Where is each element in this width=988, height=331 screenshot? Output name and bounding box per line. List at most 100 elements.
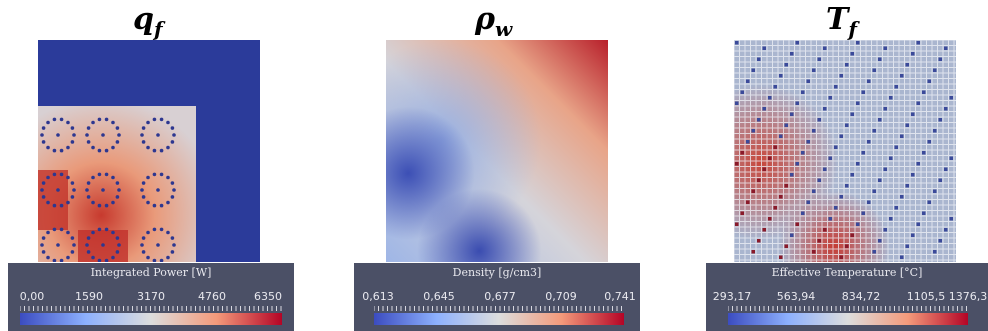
fuel-pin-dot bbox=[141, 250, 146, 254]
tick-label: 293,17 bbox=[712, 290, 752, 303]
pin-cell bbox=[949, 96, 953, 100]
fuel-pin-dot bbox=[115, 236, 120, 240]
pin-cell bbox=[933, 250, 937, 254]
fuel-pin-dot bbox=[66, 175, 70, 180]
fuel-pin-dot bbox=[166, 255, 170, 260]
fuel-pin-dot bbox=[170, 181, 175, 185]
legend-title: Integrated Power [W] bbox=[90, 266, 212, 279]
pin-cell bbox=[751, 250, 755, 254]
fuel-pin-dot bbox=[52, 172, 57, 177]
fuel-pin-dot bbox=[111, 200, 115, 205]
fuel-pin-dot bbox=[85, 133, 89, 137]
title-rhow: ρw bbox=[475, 2, 513, 41]
fuel-pin-dot bbox=[146, 145, 150, 150]
fuel-pin-dot bbox=[117, 133, 121, 137]
pin-cell bbox=[795, 162, 799, 166]
pin-cell bbox=[795, 41, 799, 45]
tick-label: 0,00 bbox=[19, 290, 45, 303]
pin-cell bbox=[861, 90, 865, 94]
pin-cell bbox=[883, 228, 887, 232]
legend-title: Density [g/cm3] bbox=[452, 266, 542, 279]
pin-cell bbox=[856, 101, 860, 105]
fuel-pin-dot bbox=[170, 195, 175, 199]
fuel-pin-dot bbox=[104, 227, 109, 232]
pin-cell bbox=[801, 151, 805, 155]
fuel-pin-dot bbox=[146, 255, 150, 260]
fuel-pin-dot bbox=[115, 195, 120, 199]
fuel-pin-dot bbox=[111, 145, 115, 150]
pin-cell bbox=[911, 112, 915, 116]
pin-cell bbox=[806, 200, 810, 204]
pin-cell bbox=[922, 211, 926, 215]
pin-cell bbox=[922, 90, 926, 94]
pin-cell bbox=[867, 200, 871, 204]
fuel-pin-dot bbox=[91, 175, 95, 180]
pin-cell bbox=[751, 129, 755, 133]
pin-cell bbox=[817, 57, 821, 61]
fuel-pin-dot bbox=[46, 255, 50, 260]
fuel-pin-dot bbox=[85, 188, 89, 192]
fuel-pin-dot bbox=[70, 126, 75, 130]
power-map bbox=[38, 40, 260, 262]
fuel-pin-dot bbox=[41, 140, 46, 144]
fuel-pin-dot bbox=[97, 203, 102, 208]
pin-cell bbox=[740, 211, 744, 215]
pin-cell bbox=[817, 118, 821, 122]
fuel-pin-dot bbox=[104, 148, 109, 153]
pin-cell bbox=[944, 46, 948, 50]
pin-cell bbox=[784, 184, 788, 188]
pin-cell bbox=[883, 107, 887, 111]
fuel-pin-dot bbox=[66, 120, 70, 125]
pin-cell bbox=[933, 68, 937, 72]
pin-cell bbox=[768, 96, 772, 100]
pin-cell bbox=[900, 134, 904, 138]
pin-cell bbox=[938, 57, 942, 61]
pin-cell bbox=[861, 151, 865, 155]
pin-cell bbox=[856, 162, 860, 166]
tick-label: 834,72 bbox=[841, 290, 881, 303]
fuel-pin-dot bbox=[141, 181, 146, 185]
pin-cell bbox=[801, 211, 805, 215]
pin-cell bbox=[878, 178, 882, 182]
pin-cell bbox=[762, 46, 766, 50]
fuel-pin-dot bbox=[85, 243, 89, 247]
pin-cell bbox=[806, 140, 810, 144]
pin-cell bbox=[850, 233, 854, 237]
fuel-pin-dot bbox=[52, 227, 57, 232]
pin-cell bbox=[757, 57, 761, 61]
pin-cell bbox=[790, 233, 794, 237]
fuel-pin-dot bbox=[156, 243, 160, 247]
legend-temperature: Effective Temperature [°C] 293,17 563,94… bbox=[706, 263, 988, 331]
temperature-map bbox=[734, 40, 956, 262]
fuel-pin-dot bbox=[46, 200, 50, 205]
fuel-pin-dot bbox=[166, 120, 170, 125]
pin-cell bbox=[938, 178, 942, 182]
pin-cell bbox=[834, 145, 838, 149]
pin-cell bbox=[894, 206, 898, 210]
pin-cell bbox=[889, 156, 893, 160]
pin-cell bbox=[900, 195, 904, 199]
fuel-pin-dot bbox=[66, 255, 70, 260]
pin-cell bbox=[856, 222, 860, 226]
fuel-pin-dot bbox=[152, 148, 157, 153]
pin-cell bbox=[828, 217, 832, 221]
title-qf: qf bbox=[133, 2, 163, 41]
minor-ticks bbox=[728, 306, 967, 311]
pin-cell bbox=[949, 156, 953, 160]
pin-cell bbox=[823, 228, 827, 232]
fuel-pin-dot bbox=[52, 117, 57, 122]
fuel-pin-dot bbox=[52, 148, 57, 153]
pin-cell bbox=[938, 239, 942, 243]
fuel-pin-dot bbox=[166, 200, 170, 205]
pin-cell bbox=[872, 129, 876, 133]
pin-cell bbox=[746, 79, 750, 83]
pin-cell bbox=[933, 189, 937, 193]
pin-cell bbox=[845, 63, 849, 67]
fuel-pin-dot bbox=[70, 250, 75, 254]
pin-cell bbox=[790, 112, 794, 116]
pin-cell bbox=[916, 222, 920, 226]
fuel-pin-dot bbox=[115, 181, 120, 185]
pin-cell bbox=[845, 184, 849, 188]
fuel-pin-dot bbox=[166, 230, 170, 235]
fuel-pin-dot bbox=[115, 140, 120, 144]
